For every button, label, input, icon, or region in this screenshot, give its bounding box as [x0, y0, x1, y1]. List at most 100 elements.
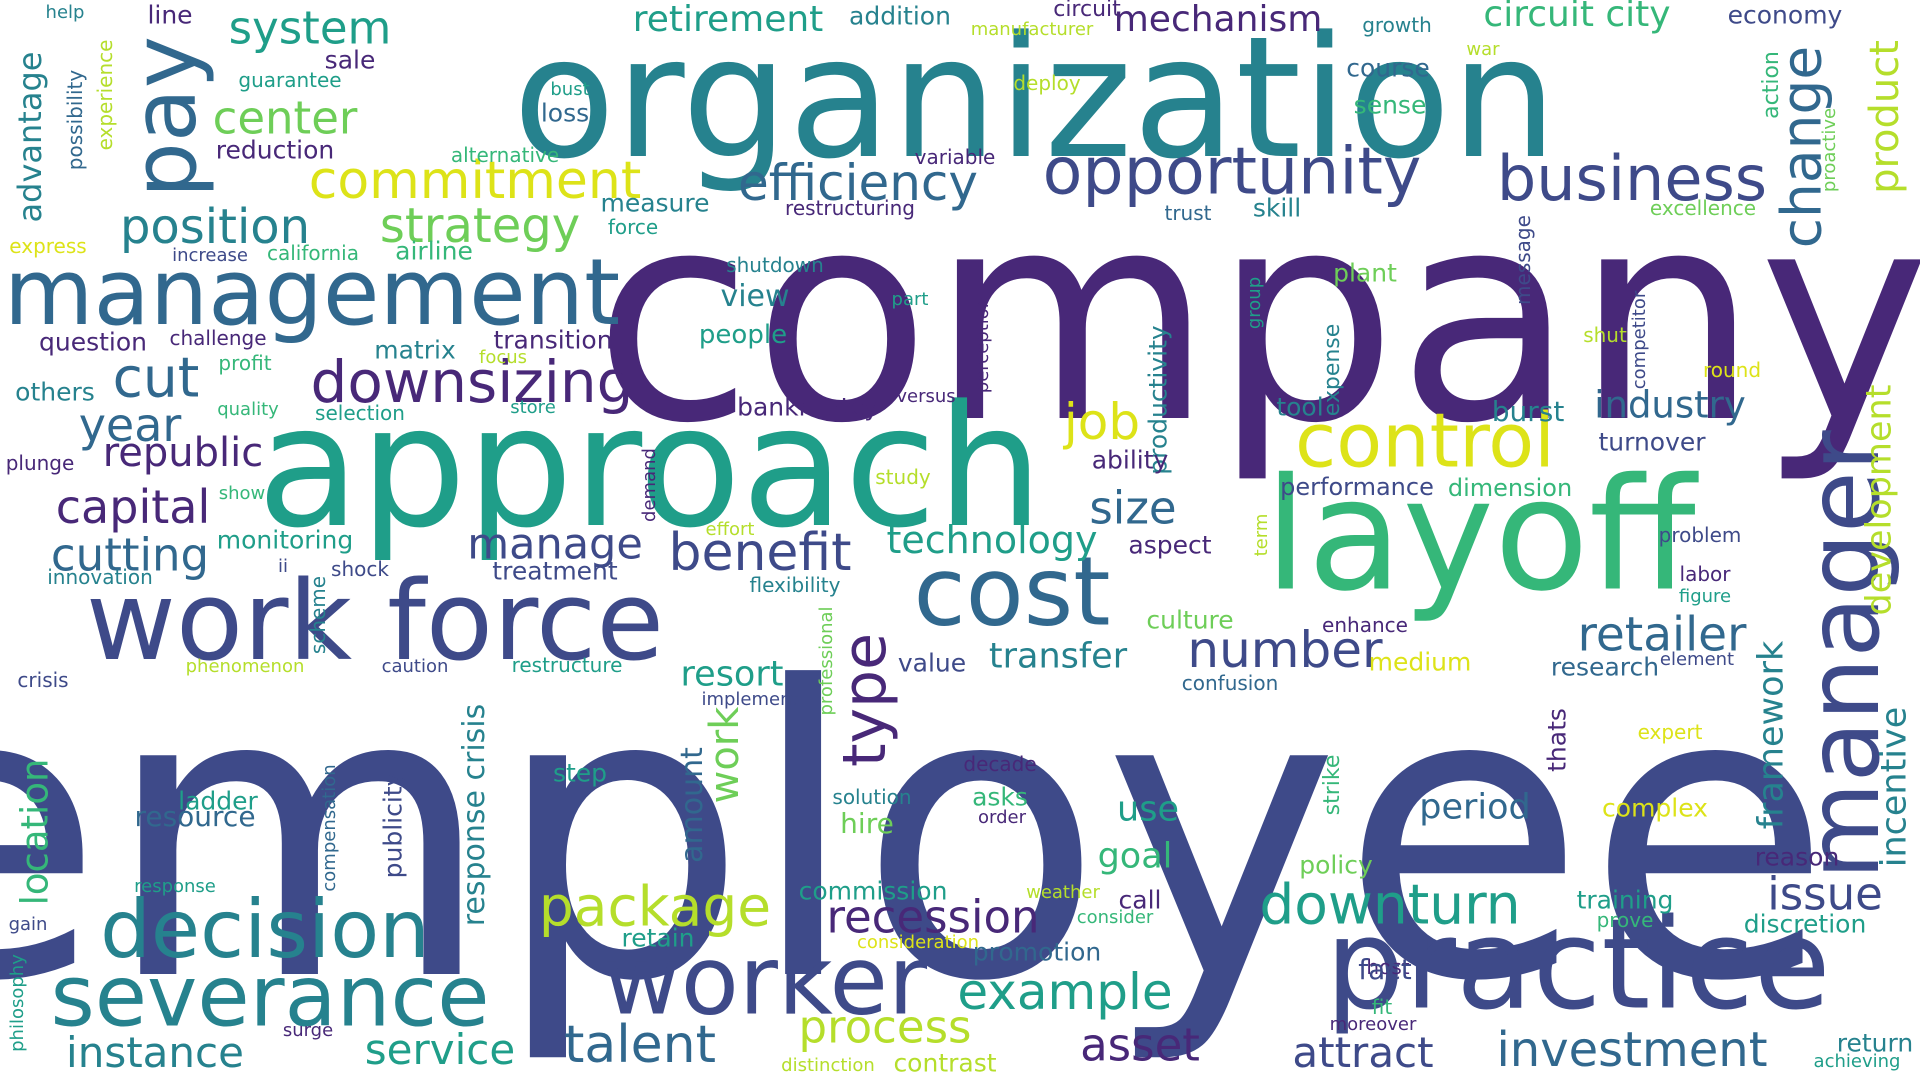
word: talent	[563, 1015, 717, 1075]
word: consideration	[856, 932, 980, 953]
word: example	[957, 963, 1173, 1021]
word: severance	[50, 947, 490, 1047]
word: manufacturer	[970, 19, 1094, 40]
word: proactive	[1819, 107, 1840, 193]
word: ii	[277, 556, 289, 577]
word: downsizing	[310, 348, 634, 416]
word: approach	[256, 369, 1044, 565]
word: system	[228, 1, 392, 55]
word: help	[45, 2, 85, 23]
word: aspect	[1128, 530, 1212, 560]
word: versus	[896, 386, 956, 407]
word: monitoring	[216, 525, 354, 555]
word: figure	[1678, 586, 1732, 607]
word: development	[1859, 384, 1900, 616]
word: return	[1836, 1028, 1914, 1058]
word: sale	[324, 45, 376, 75]
word: question	[38, 327, 148, 357]
word: phenomenon	[185, 656, 305, 677]
word: effort	[705, 519, 755, 540]
word: medium	[1368, 647, 1472, 677]
word: line	[147, 0, 193, 30]
word: implement	[701, 689, 799, 710]
word: response	[134, 876, 216, 897]
word: challenge	[169, 326, 267, 350]
word: distinction	[781, 1055, 875, 1076]
word: resource	[134, 800, 256, 833]
word: treatment	[492, 556, 618, 586]
word: cutting	[50, 528, 210, 582]
word: labor	[1679, 562, 1731, 586]
word: prove	[1596, 908, 1654, 932]
word: amount	[675, 747, 710, 863]
word: reason	[1754, 842, 1840, 872]
word: decision	[100, 883, 430, 976]
word: use	[1117, 789, 1179, 830]
word: business	[1496, 142, 1768, 215]
word: quality	[217, 399, 279, 420]
word: work	[702, 706, 748, 804]
word: number	[1187, 621, 1383, 679]
word: retailer	[1577, 607, 1747, 663]
word: technology	[886, 518, 1098, 562]
word: downturn	[1259, 872, 1521, 937]
word: surge	[282, 1020, 334, 1041]
word: flexibility	[749, 573, 841, 597]
word: moreover	[1329, 1014, 1417, 1035]
word: innovation	[47, 565, 153, 589]
word: alternative	[450, 143, 560, 167]
word: growth	[1362, 13, 1432, 37]
word: message	[1511, 215, 1535, 305]
word: center	[212, 91, 358, 145]
word: retain	[621, 923, 695, 953]
word: turnover	[1598, 427, 1706, 457]
word: hire	[840, 807, 894, 840]
word: framework	[1751, 640, 1792, 830]
word: weather	[1026, 882, 1100, 903]
word: management	[3, 239, 621, 346]
word: shock	[331, 557, 389, 581]
word: reduction	[215, 135, 335, 165]
word: asset	[1080, 1018, 1200, 1072]
word: action	[1759, 51, 1784, 119]
word: gain	[8, 914, 48, 935]
word: sense	[1353, 90, 1427, 120]
word: fact	[1358, 953, 1412, 986]
word: consider	[1076, 907, 1154, 928]
word: decade	[963, 752, 1037, 776]
word: process	[798, 1000, 972, 1054]
word: mechanism	[1113, 0, 1323, 40]
word: product	[1862, 40, 1908, 194]
word: california	[266, 241, 360, 265]
word: transfer	[988, 636, 1128, 677]
word: organization	[512, 0, 1558, 196]
word: capital	[55, 480, 211, 534]
word: year	[78, 398, 182, 452]
word: group	[1244, 276, 1265, 330]
word: matrix	[374, 335, 456, 365]
word: addition	[849, 1, 951, 31]
word: instance	[66, 1028, 244, 1077]
word: term	[1251, 513, 1272, 557]
word: measure	[600, 188, 710, 218]
word: culture	[1146, 605, 1234, 635]
word: benefit	[668, 523, 852, 583]
word: strike	[1320, 754, 1345, 816]
word: philosophy	[7, 954, 28, 1052]
word: service	[364, 1025, 516, 1074]
word: company	[593, 150, 1920, 487]
word: express	[9, 234, 87, 258]
word: shutdown	[726, 253, 824, 277]
word: economy	[1727, 0, 1843, 30]
word: cost	[913, 537, 1111, 648]
word: goal	[1097, 836, 1173, 877]
word: loss	[540, 98, 590, 128]
word: scheme	[306, 575, 330, 655]
word: type	[830, 632, 900, 768]
word: restructuring	[785, 196, 915, 220]
word: incentive	[1874, 706, 1915, 868]
word: work force	[85, 557, 665, 685]
word: trust	[1164, 201, 1212, 225]
word: complex	[1602, 793, 1708, 823]
